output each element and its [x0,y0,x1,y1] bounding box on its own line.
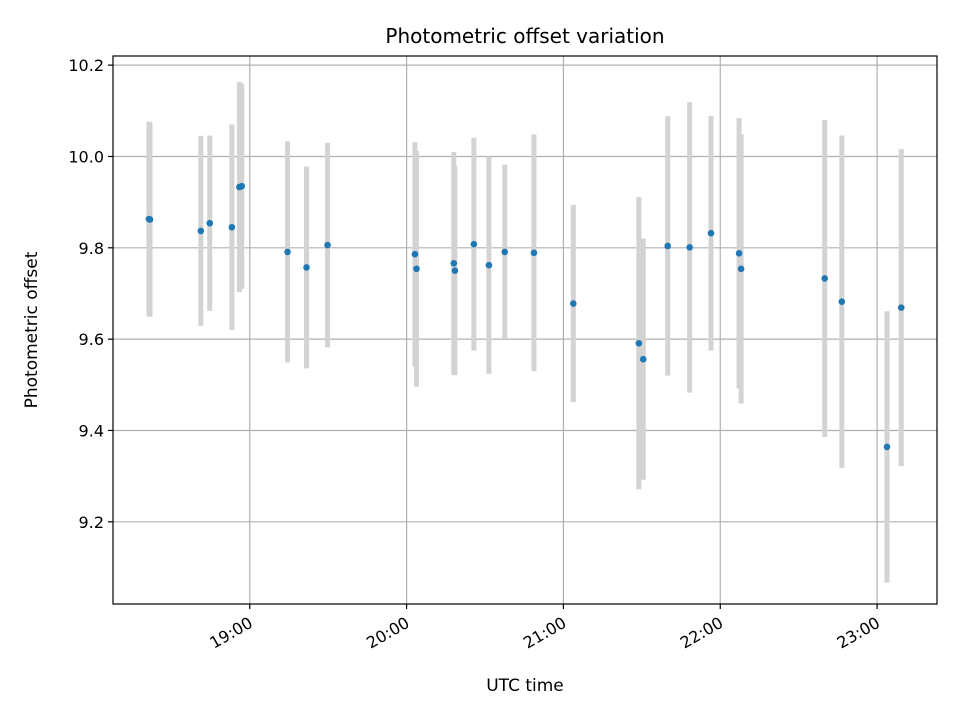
data-point [206,219,214,227]
data-point [413,265,420,273]
y-axis-label: Photometric offset [22,251,42,408]
data-point [238,182,246,190]
y-tick-label: 9.8 [79,239,104,258]
data-point [411,250,419,258]
data-point [303,264,310,271]
data-point [284,248,291,256]
data-point [821,275,829,282]
data-point [450,260,458,267]
data-point [883,443,891,451]
data-point [570,300,577,307]
x-axis-label: UTC time [486,676,564,696]
y-tick-label: 10.2 [68,56,104,75]
data-point [737,265,745,273]
grid-lines [113,56,937,604]
chart-title: Photometric offset variation [385,24,664,48]
data-point [485,261,493,269]
plot-area-frame [112,55,938,605]
data-point [530,249,538,257]
data-points [145,182,905,451]
data-point [838,298,846,305]
data-point [639,355,647,363]
y-axis-ticks: 9.2 9.4 9.6 9.8 10.0 10.2 [68,56,113,532]
data-point [635,339,643,347]
y-tick-label: 10.0 [68,147,104,166]
y-tick-label: 9.4 [79,421,104,440]
data-point [501,248,509,256]
data-point [707,229,715,237]
data-point [451,267,459,274]
data-point [897,304,905,311]
data-point [197,227,205,235]
data-point [146,216,154,223]
data-point [735,249,743,257]
y-tick-label: 9.6 [79,330,104,349]
data-point [324,241,331,249]
y-tick-label: 9.2 [79,513,104,532]
data-point [664,242,672,250]
data-point [686,244,693,251]
data-point [470,240,478,248]
data-point [228,223,236,231]
